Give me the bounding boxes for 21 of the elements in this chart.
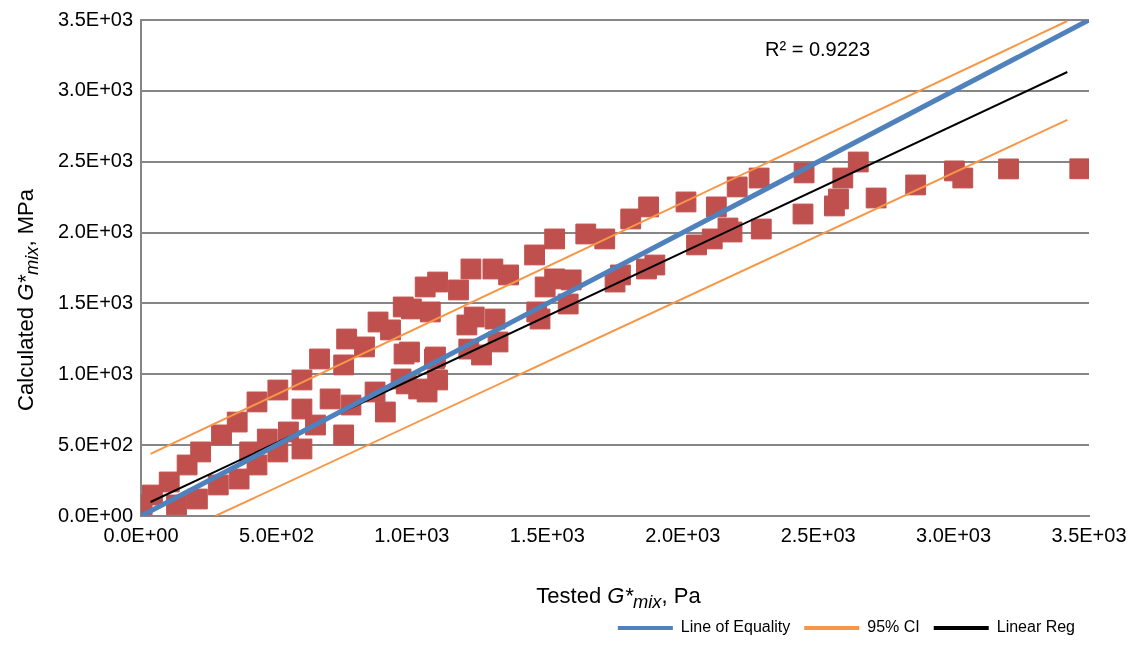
legend-label: Line of Equality — [680, 618, 791, 636]
x-tick-label: 3.5E+03 — [1051, 523, 1127, 546]
y-tick-label: 2.0E+03 — [57, 220, 134, 243]
y-tick-label: 2.5E+03 — [57, 149, 134, 172]
y-tick-label: 0.0E+00 — [57, 503, 134, 526]
x-tick-label: 1.0E+03 — [374, 523, 450, 546]
y-tick-label: 1.5E+03 — [57, 290, 134, 313]
x-tick-label: 2.5E+03 — [780, 523, 856, 546]
x-tick-label: 2.0E+03 — [645, 523, 721, 546]
x-tick-label: 3.0E+03 — [916, 523, 992, 546]
x-tick-label: 5.0E+02 — [238, 523, 315, 546]
y-tick-label: 3.0E+03 — [57, 78, 134, 101]
y-tick-label: 1.0E+03 — [57, 361, 134, 384]
x-axis-title: Tested G*$_{mix}$, Pa — [535, 583, 702, 614]
y-tick-label: 5.0E+02 — [57, 432, 134, 455]
annotation: R² = 0.9223 — [765, 38, 871, 61]
x-tick-label: 1.5E+03 — [509, 523, 585, 546]
y-tick-label: 3.5E+03 — [57, 7, 134, 30]
legend-label: Linear Reg — [996, 618, 1076, 636]
x-tick-label: 0.0E+00 — [103, 523, 179, 546]
legend-label: 95% CI — [867, 618, 920, 636]
